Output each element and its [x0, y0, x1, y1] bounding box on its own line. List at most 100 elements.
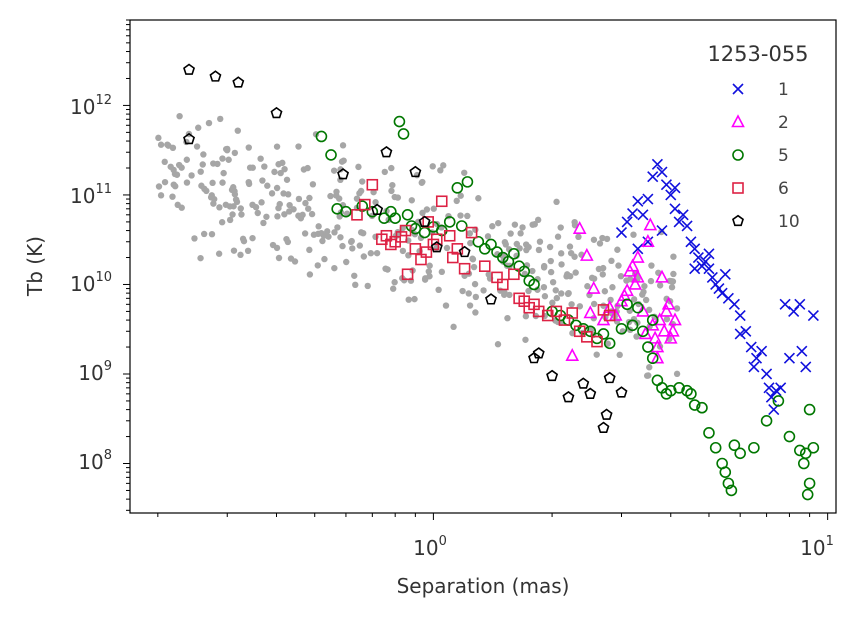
background-point: [549, 299, 556, 306]
series-2-point: [668, 312, 682, 326]
background-point: [381, 168, 388, 176]
background-point: [273, 143, 281, 150]
series-2-point: [636, 303, 650, 317]
background-point: [347, 238, 355, 246]
series-5-point: [325, 149, 337, 161]
series-10-point: [409, 165, 422, 178]
background-point: [466, 302, 474, 309]
background-point: [553, 198, 560, 206]
background-point: [633, 333, 640, 340]
background-point: [534, 216, 542, 224]
series-2-point: [608, 307, 623, 321]
series-1-point: [669, 203, 681, 215]
background-point: [231, 188, 238, 195]
background-point: [419, 209, 426, 217]
series-1-point: [647, 171, 659, 183]
background-point: [519, 224, 526, 231]
background-point: [319, 237, 326, 245]
series-5-point: [642, 341, 654, 353]
background-point: [567, 249, 575, 257]
series-10-point: [380, 145, 393, 158]
background-point: [429, 163, 436, 170]
background-point: [422, 275, 429, 282]
background-point: [309, 181, 317, 188]
series-1-point: [637, 209, 649, 221]
background-point: [169, 193, 176, 200]
series-10-point: [232, 76, 245, 88]
background-point: [263, 213, 270, 220]
series-2-point: [572, 220, 587, 234]
background-point: [306, 271, 314, 278]
series-1-point: [779, 298, 791, 310]
background-point: [480, 287, 487, 294]
background-point: [167, 163, 174, 170]
series-1-point: [677, 209, 689, 221]
background-point: [599, 234, 606, 242]
background-point: [220, 169, 227, 177]
background-point: [302, 199, 309, 207]
background-point: [237, 251, 244, 259]
background-point: [465, 290, 472, 297]
background-point: [356, 242, 364, 249]
background-point: [359, 178, 366, 185]
background-point: [219, 155, 226, 162]
background-point: [470, 263, 478, 271]
y-tick-label-1e10: 1010: [70, 270, 112, 296]
series-10-point: [430, 241, 443, 253]
background-point: [216, 204, 223, 211]
background-point: [281, 211, 288, 218]
background-point: [471, 280, 479, 288]
legend-label-5: 5: [778, 146, 789, 166]
series-1-point: [660, 179, 672, 191]
background-point: [599, 264, 607, 272]
background-point: [443, 244, 451, 252]
background-point: [440, 162, 447, 169]
background-point: [198, 182, 205, 189]
legend-marker-5: [732, 149, 744, 161]
series-6-point: [541, 309, 554, 322]
background-point: [246, 164, 254, 171]
series-2-point: [586, 280, 601, 294]
series-5-point: [621, 298, 633, 311]
series-5-point: [455, 220, 468, 232]
background-point: [572, 269, 579, 276]
series-2-point: [630, 249, 645, 263]
background-point: [238, 211, 245, 218]
background-point: [275, 204, 282, 212]
background-point: [382, 265, 389, 272]
series-1-point: [807, 309, 819, 322]
background-point: [442, 302, 450, 309]
series-1-point: [748, 361, 760, 373]
background-point: [306, 246, 313, 254]
series-5-point: [397, 128, 410, 140]
background-point: [609, 284, 616, 291]
background-point: [501, 289, 508, 296]
series-6-point: [395, 231, 408, 243]
series-5-point: [748, 441, 760, 454]
series-10-point: [209, 70, 222, 82]
series-6-point: [359, 198, 371, 211]
background-point: [327, 192, 334, 200]
background-point: [450, 323, 457, 331]
series-1-point: [783, 352, 796, 364]
series-5-point: [401, 209, 414, 221]
background-point: [230, 247, 238, 254]
background-point: [405, 296, 412, 303]
background-point: [334, 224, 341, 231]
background-point: [590, 300, 598, 308]
background-point: [557, 224, 564, 231]
background-point: [325, 233, 332, 240]
series-10-point: [485, 293, 497, 305]
background-point: [411, 295, 418, 303]
series-10-point: [528, 351, 541, 364]
background-point: [558, 290, 565, 297]
series-5-point: [366, 205, 379, 218]
background-point: [286, 201, 293, 209]
background-point: [280, 190, 287, 197]
background-point: [229, 211, 236, 218]
background-point: [547, 268, 555, 276]
background-point: [331, 264, 338, 272]
series-10-point: [371, 203, 384, 216]
background-point: [188, 172, 195, 179]
